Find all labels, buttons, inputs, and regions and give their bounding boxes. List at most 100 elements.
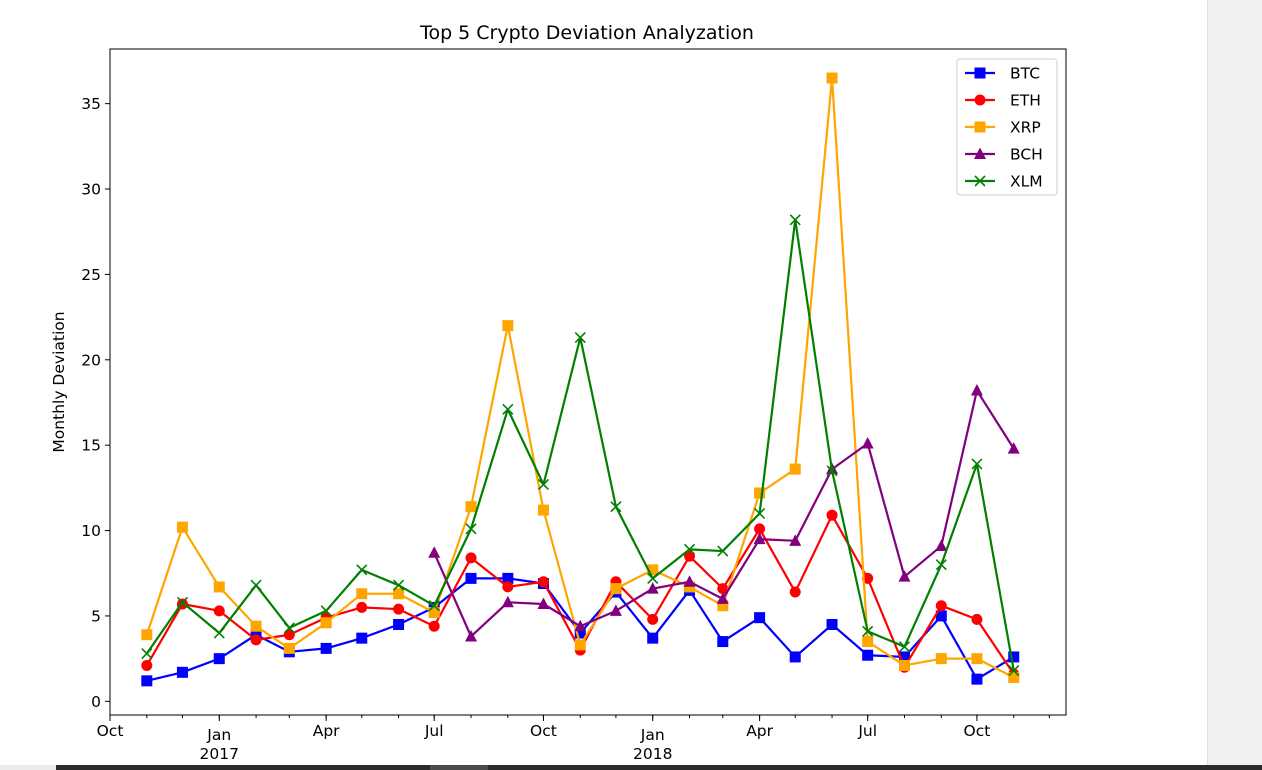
data-point-eth xyxy=(647,613,659,625)
data-point-btc xyxy=(647,632,659,644)
data-point-xlm xyxy=(898,641,911,653)
y-axis-label: Monthly Deviation xyxy=(50,311,68,452)
y-tick-label: 35 xyxy=(81,95,101,113)
legend-label-xlm: XLM xyxy=(1010,173,1043,191)
data-point-xrp xyxy=(935,653,947,665)
data-point-xlm xyxy=(283,622,295,634)
x-tick-label: Apr xyxy=(313,722,340,740)
data-point-eth xyxy=(250,634,262,646)
data-point-eth xyxy=(502,581,514,593)
y-tick-label: 20 xyxy=(81,351,101,369)
data-point-btc xyxy=(320,642,332,654)
data-point-btc xyxy=(176,666,188,678)
data-point-xrp xyxy=(610,583,622,595)
data-point-xrp xyxy=(754,487,766,499)
data-point-xlm xyxy=(1008,665,1020,677)
x-tick-label: Jul xyxy=(857,722,877,740)
data-point-bch xyxy=(537,597,550,609)
data-point-eth xyxy=(393,603,405,615)
data-point-xrp xyxy=(574,639,586,651)
data-point-btc xyxy=(898,651,910,663)
data-point-xlm xyxy=(141,647,153,660)
data-point-xlm xyxy=(754,507,766,520)
data-point-bch xyxy=(574,619,587,632)
chart-title: Top 5 Crypto Deviation Analyzation xyxy=(419,22,754,44)
horizontal-scrollbar-thumb[interactable] xyxy=(430,765,488,770)
data-point-xrp xyxy=(502,320,514,332)
data-point-xlm xyxy=(683,543,696,555)
data-point-xrp xyxy=(862,636,874,648)
y-tick-label: 10 xyxy=(81,522,101,540)
data-point-xlm xyxy=(356,564,368,576)
x-tick-year-label: 2017 xyxy=(200,745,239,763)
x-tick-label: Jan xyxy=(640,726,665,744)
x-tick-label: Oct xyxy=(97,722,124,740)
data-point-xlm xyxy=(826,465,838,477)
data-point-xlm xyxy=(610,501,622,513)
data-point-bch xyxy=(501,595,514,608)
data-point-btc xyxy=(754,612,766,624)
data-point-xrp xyxy=(393,588,405,600)
data-point-eth xyxy=(789,586,801,598)
data-point-xrp xyxy=(176,521,188,533)
data-point-eth xyxy=(213,605,225,617)
data-point-bch xyxy=(716,592,729,604)
data-point-xlm xyxy=(789,214,801,226)
data-point-bch xyxy=(465,629,478,642)
legend-marker-xrp xyxy=(974,121,986,133)
data-point-xrp xyxy=(1008,671,1020,683)
data-point-bch xyxy=(428,546,441,558)
data-point-bch xyxy=(861,436,874,449)
legend-marker-btc xyxy=(974,67,986,79)
data-point-eth xyxy=(717,583,729,595)
data-point-btc xyxy=(935,610,947,622)
legend-marker-xlm xyxy=(974,175,986,187)
data-point-eth xyxy=(826,509,838,521)
side-panel xyxy=(1208,0,1262,765)
plot-frame xyxy=(109,48,1067,716)
data-point-btc xyxy=(1008,651,1020,663)
data-point-xlm xyxy=(935,559,947,571)
data-point-xlm xyxy=(250,579,262,591)
crypto-deviation-line-chart: Top 5 Crypto Deviation Analyzation Month… xyxy=(50,22,1067,763)
data-point-xrp xyxy=(684,581,696,593)
legend-box xyxy=(956,58,1058,196)
data-point-btc xyxy=(356,632,368,644)
x-tick-label: Oct xyxy=(530,722,557,740)
data-point-xlm xyxy=(213,627,225,639)
data-point-xrp xyxy=(647,564,659,576)
data-point-xrp xyxy=(717,600,729,612)
data-point-btc xyxy=(862,649,874,661)
data-point-xlm xyxy=(862,625,874,637)
data-point-xrp xyxy=(213,581,225,593)
horizontal-scrollbar[interactable] xyxy=(56,765,1262,770)
data-point-xrp xyxy=(283,642,295,654)
data-point-xrp xyxy=(826,72,838,84)
data-point-xlm xyxy=(176,596,189,608)
data-point-xlm xyxy=(320,605,332,617)
data-point-xlm xyxy=(574,332,586,344)
data-point-xrp xyxy=(428,607,440,619)
data-point-eth xyxy=(537,576,549,588)
data-point-xlm xyxy=(717,545,729,557)
data-point-bch xyxy=(898,570,911,582)
y-tick-label: 30 xyxy=(81,181,101,199)
data-point-xrp xyxy=(971,653,983,665)
data-point-xlm xyxy=(465,523,477,535)
x-tick-label: Apr xyxy=(746,722,773,740)
data-point-btc xyxy=(141,675,153,687)
data-point-xlm xyxy=(428,600,440,612)
x-tick-label: Jul xyxy=(424,722,444,740)
data-point-eth xyxy=(754,523,766,535)
data-point-xlm xyxy=(537,478,550,491)
y-tick-label: 0 xyxy=(91,693,101,711)
x-tick-label: Oct xyxy=(964,722,991,740)
y-tick-label: 25 xyxy=(81,266,101,284)
data-point-btc xyxy=(465,572,477,584)
legend-marker-eth xyxy=(974,94,986,106)
data-point-btc xyxy=(789,651,801,663)
data-point-btc xyxy=(826,618,838,630)
legend-marker-bch xyxy=(974,147,986,159)
legend-label-xrp: XRP xyxy=(1010,119,1041,137)
